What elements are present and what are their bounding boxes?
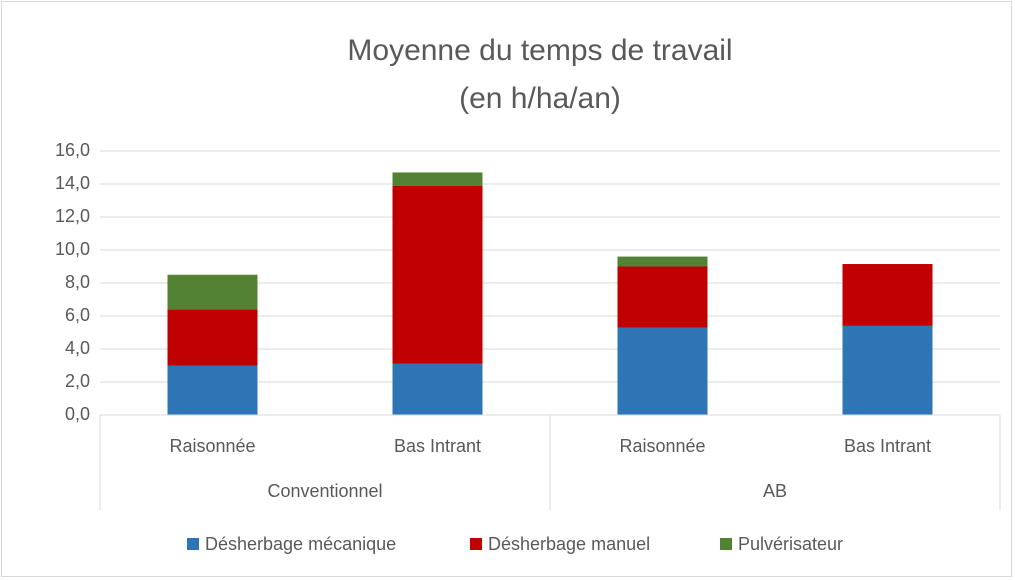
legend-label: Pulvérisateur bbox=[738, 534, 843, 554]
bar-segment bbox=[167, 274, 258, 310]
y-tick-label: 2,0 bbox=[65, 371, 90, 391]
x-tick-label: Bas Intrant bbox=[394, 436, 481, 456]
y-tick-label: 6,0 bbox=[65, 305, 90, 325]
bar-segment bbox=[617, 327, 708, 415]
group-label: Conventionnel bbox=[267, 481, 382, 501]
x-tick-label: Raisonnée bbox=[619, 436, 705, 456]
group-label: AB bbox=[763, 481, 787, 501]
legend-label: Désherbage mécanique bbox=[205, 534, 396, 554]
bar-segment bbox=[392, 185, 483, 364]
y-tick-label: 8,0 bbox=[65, 272, 90, 292]
y-tick-label: 4,0 bbox=[65, 338, 90, 358]
legend-label: Désherbage manuel bbox=[488, 534, 650, 554]
chart-subtitle: (en h/ha/an) bbox=[459, 82, 621, 115]
y-tick-label: 0,0 bbox=[65, 404, 90, 424]
bar-segment bbox=[842, 325, 933, 415]
bar-segment bbox=[842, 264, 933, 326]
y-tick-label: 14,0 bbox=[55, 173, 90, 193]
bar-segment bbox=[617, 256, 708, 267]
y-tick-label: 10,0 bbox=[55, 239, 90, 259]
bar-segment bbox=[617, 266, 708, 328]
bar-segment bbox=[392, 363, 483, 415]
y-tick-label: 16,0 bbox=[55, 140, 90, 160]
legend-swatch bbox=[720, 538, 732, 550]
bar-segment bbox=[167, 309, 258, 366]
x-tick-label: Bas Intrant bbox=[844, 436, 931, 456]
bar-segment bbox=[392, 172, 483, 186]
bar-segment bbox=[167, 365, 258, 415]
chart-title: Moyenne du temps de travail bbox=[347, 34, 732, 67]
y-tick-label: 12,0 bbox=[55, 206, 90, 226]
legend-swatch bbox=[187, 538, 199, 550]
x-tick-label: Raisonnée bbox=[169, 436, 255, 456]
legend-swatch bbox=[470, 538, 482, 550]
